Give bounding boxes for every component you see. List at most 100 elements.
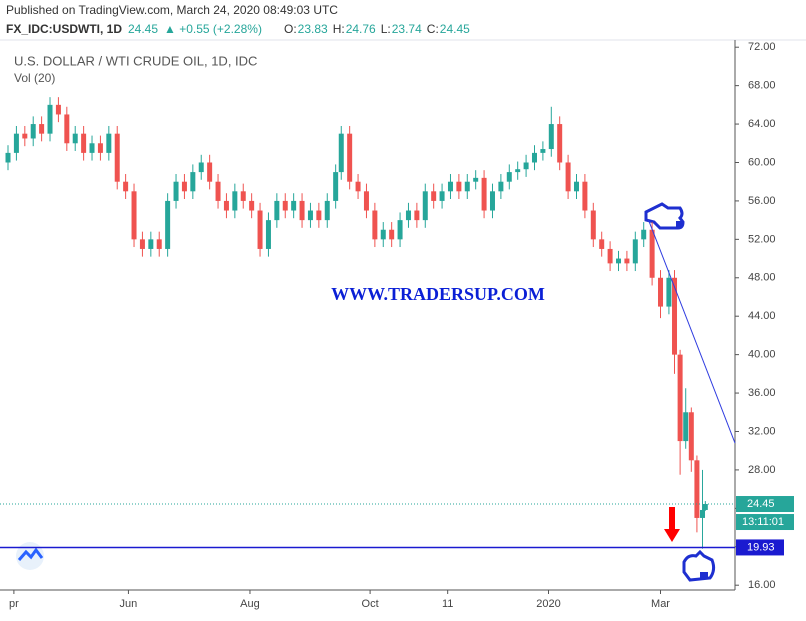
y-tick-label: 44.00	[748, 310, 776, 322]
candle-body	[299, 200, 305, 221]
candle-body	[156, 239, 162, 249]
candle-body	[265, 220, 271, 249]
candle-body	[198, 162, 204, 173]
candle-body	[148, 239, 154, 249]
countdown-label: 13:11:01	[742, 516, 784, 528]
candle-body	[540, 149, 546, 153]
candle-body	[347, 133, 353, 182]
ohlc-value: 24.76	[346, 22, 376, 36]
candle-body	[473, 177, 479, 182]
candle-body	[123, 181, 129, 192]
chart-title: U.S. DOLLAR / WTI CRUDE OIL, 1D, IDC	[14, 53, 257, 68]
candle-body	[389, 229, 395, 240]
level-box	[736, 539, 784, 556]
candle-body	[372, 210, 378, 240]
candle-body	[464, 181, 470, 192]
candle-body	[590, 210, 596, 240]
candle-body	[498, 181, 504, 192]
candle-body	[672, 277, 678, 355]
candle-body	[173, 181, 179, 201]
ohlc-value: 23.74	[392, 22, 422, 36]
candle-body	[439, 191, 445, 201]
y-tick-label: 28.00	[748, 464, 776, 476]
candle-body	[114, 133, 120, 182]
candle-body	[666, 277, 672, 307]
candle-body	[431, 191, 437, 201]
candle-body	[30, 124, 36, 139]
candle-body	[215, 181, 221, 201]
candle-body	[531, 152, 537, 163]
candle-body	[397, 220, 403, 240]
level-label: 19.93	[747, 541, 775, 553]
candle-body	[274, 200, 280, 221]
candle-body	[405, 210, 411, 221]
candle-body	[599, 239, 605, 249]
symbol: FX_IDC:USDWTI, 1D	[6, 22, 122, 36]
trendline	[647, 218, 736, 444]
candle-body	[422, 191, 428, 221]
countdown-box	[736, 514, 794, 531]
ohlc-key: O:	[284, 22, 297, 36]
candle-body	[649, 229, 655, 278]
candle-body	[81, 133, 87, 153]
y-tick-label: 52.00	[748, 233, 776, 245]
candle-body	[481, 177, 487, 211]
candle-body	[523, 162, 529, 170]
y-tick-label: 64.00	[748, 118, 776, 130]
candle-body	[641, 229, 647, 240]
x-tick-label: Jun	[120, 598, 138, 610]
candle-body	[694, 460, 700, 518]
candle-body	[506, 172, 512, 182]
candle-body	[64, 114, 70, 144]
y-tick-label: 48.00	[748, 272, 776, 284]
candle-body	[13, 133, 19, 153]
candle-body	[456, 181, 462, 192]
candle-body	[282, 200, 288, 211]
hand-icon-top	[644, 202, 685, 230]
candle-body	[447, 181, 453, 192]
last-price-box	[736, 496, 794, 513]
last-price-label: 24.45	[747, 498, 775, 510]
candle-body	[557, 124, 563, 163]
candle-body	[47, 104, 53, 134]
candle-body	[355, 181, 361, 192]
candle-body	[548, 124, 554, 150]
ohlc-key: L:	[381, 22, 391, 36]
candle-body	[316, 210, 322, 221]
x-tick-label: Aug	[240, 598, 260, 610]
candle-body	[324, 200, 330, 221]
candle-body	[515, 169, 521, 173]
candle-body	[307, 210, 313, 221]
y-tick-label: 56.00	[748, 195, 776, 207]
published: Published on TradingView.com, March 24, …	[6, 3, 338, 17]
candle-body	[632, 239, 638, 264]
change: ▲ +0.55 (+2.28%)	[164, 22, 262, 36]
chart-subtitle: Vol (20)	[14, 71, 55, 85]
candle-body	[89, 143, 95, 153]
tv-logo	[16, 542, 44, 570]
candle-body	[333, 172, 339, 201]
ohlc-value: 24.45	[440, 22, 470, 36]
candle-body	[607, 248, 613, 264]
candle-body	[291, 200, 297, 211]
x-tick-label: Mar	[651, 598, 670, 610]
candle-body	[624, 258, 630, 264]
candle-body	[414, 210, 420, 221]
candle-body	[380, 229, 386, 240]
ohlc-value: 23.83	[298, 22, 328, 36]
candle-body	[22, 133, 28, 139]
candle-body	[677, 354, 683, 442]
ohlc: O: 23.83 H: 24.76 L: 23.74 C: 24.45	[284, 22, 470, 36]
candle-body	[232, 191, 238, 211]
candle-body	[106, 133, 112, 153]
candle-body	[363, 191, 369, 211]
candle-body	[700, 509, 706, 518]
y-tick-label: 68.00	[748, 80, 776, 92]
candle-body	[338, 133, 344, 173]
x-tick-label: 2020	[536, 598, 560, 610]
candle-body	[190, 172, 196, 192]
candle-body	[257, 210, 263, 249]
candle-body	[240, 191, 246, 201]
candle-body	[573, 181, 579, 192]
